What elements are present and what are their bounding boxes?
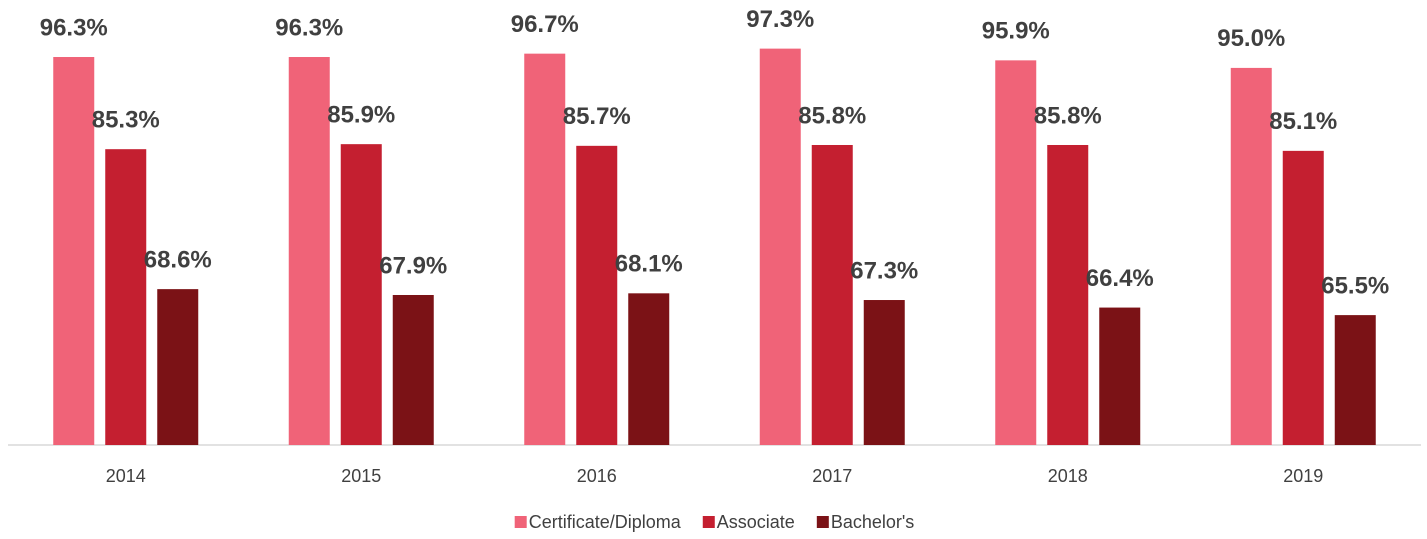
value-label: 68.6% — [144, 246, 212, 273]
value-label: 67.9% — [379, 252, 447, 279]
legend-swatch — [816, 516, 829, 528]
value-label: 65.5% — [1321, 272, 1389, 299]
x-tick-label: 2014 — [106, 466, 146, 486]
value-label: 85.7% — [563, 103, 631, 130]
legend-label: Certificate/Diploma — [529, 512, 682, 532]
value-label: 85.8% — [1034, 102, 1102, 129]
bar — [340, 144, 382, 445]
value-label: 96.7% — [511, 11, 579, 38]
x-tick-label: 2015 — [341, 466, 381, 486]
bar — [1047, 144, 1089, 445]
bar — [392, 294, 434, 445]
value-label: 95.9% — [982, 18, 1050, 45]
bar — [53, 57, 95, 445]
value-label: 97.3% — [746, 6, 814, 33]
bar — [288, 57, 330, 445]
bar — [1334, 315, 1376, 445]
bar — [157, 289, 199, 445]
bar — [105, 149, 147, 445]
value-label: 85.9% — [327, 102, 395, 129]
bar — [759, 48, 801, 445]
bar — [863, 300, 905, 445]
legend-swatch — [514, 516, 527, 528]
x-tick-label: 2016 — [577, 466, 617, 486]
value-label: 67.3% — [850, 257, 918, 284]
value-label: 85.3% — [92, 107, 160, 134]
legend-swatch — [702, 516, 715, 528]
value-label: 68.1% — [615, 251, 683, 278]
bar — [1099, 307, 1141, 445]
legend-label: Associate — [717, 512, 795, 532]
value-label: 96.3% — [40, 14, 108, 41]
value-label: 66.4% — [1086, 265, 1154, 292]
x-tick-label: 2017 — [812, 466, 852, 486]
value-label: 96.3% — [275, 14, 343, 41]
bar — [576, 145, 618, 446]
bar — [1282, 150, 1324, 445]
legend-label: Bachelor's — [831, 512, 914, 532]
x-tick-label: 2018 — [1048, 466, 1088, 486]
value-label: 85.1% — [1269, 108, 1337, 135]
value-label: 85.8% — [798, 102, 866, 129]
value-label: 95.0% — [1217, 25, 1285, 52]
bar — [811, 144, 853, 445]
bar — [1230, 67, 1272, 446]
bar — [628, 293, 670, 445]
x-tick-label: 2019 — [1283, 466, 1323, 486]
bar — [524, 53, 566, 446]
bar — [995, 60, 1037, 445]
